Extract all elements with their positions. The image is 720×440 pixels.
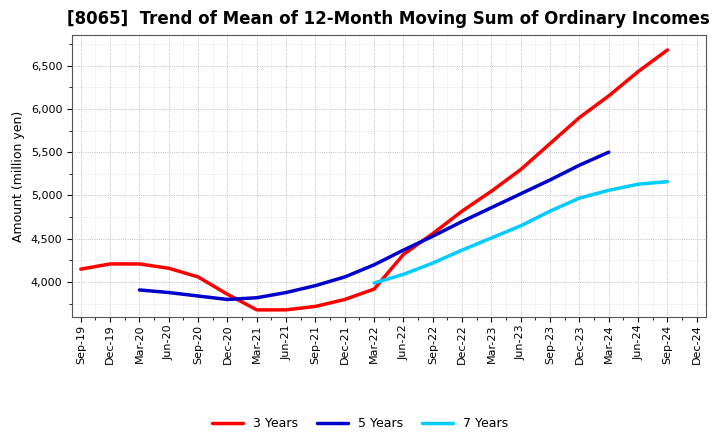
Legend: 3 Years, 5 Years, 7 Years: 3 Years, 5 Years, 7 Years [208,413,512,434]
7 Years [663,179,672,184]
3 Years [663,47,672,52]
7 Years [399,272,408,277]
3 Years [605,93,613,99]
3 Years [164,266,173,271]
5 Years [546,177,554,183]
3 Years [223,292,232,297]
5 Years [164,290,173,295]
3 Years [311,304,320,309]
5 Years [458,219,467,224]
3 Years [370,286,379,292]
Y-axis label: Amount (million yen): Amount (million yen) [12,110,25,242]
3 Years [516,167,525,172]
3 Years [546,141,554,146]
5 Years [399,247,408,253]
3 Years [428,231,437,236]
3 Years [135,261,144,267]
7 Years [516,223,525,228]
7 Years [575,195,584,201]
5 Years [253,295,261,301]
3 Years [282,307,290,312]
7 Years [458,247,467,253]
Line: 5 Years: 5 Years [140,152,609,300]
7 Years [605,187,613,193]
7 Years [428,260,437,266]
Title: [8065]  Trend of Mean of 12-Month Moving Sum of Ordinary Incomes: [8065] Trend of Mean of 12-Month Moving … [68,10,710,28]
Line: 3 Years: 3 Years [81,50,667,310]
5 Years [575,162,584,168]
5 Years [341,274,349,279]
7 Years [546,209,554,214]
5 Years [370,262,379,268]
5 Years [487,205,496,210]
3 Years [253,307,261,312]
3 Years [341,297,349,302]
3 Years [458,209,467,214]
3 Years [575,115,584,120]
7 Years [634,182,642,187]
3 Years [76,267,85,272]
3 Years [106,261,114,267]
5 Years [311,283,320,288]
5 Years [605,150,613,155]
3 Years [634,69,642,74]
5 Years [194,293,202,299]
5 Years [282,290,290,295]
Line: 7 Years: 7 Years [374,182,667,283]
5 Years [135,287,144,293]
5 Years [516,191,525,196]
3 Years [487,188,496,194]
7 Years [487,235,496,241]
5 Years [223,297,232,302]
3 Years [399,252,408,257]
5 Years [428,234,437,239]
7 Years [370,280,379,286]
3 Years [194,274,202,279]
